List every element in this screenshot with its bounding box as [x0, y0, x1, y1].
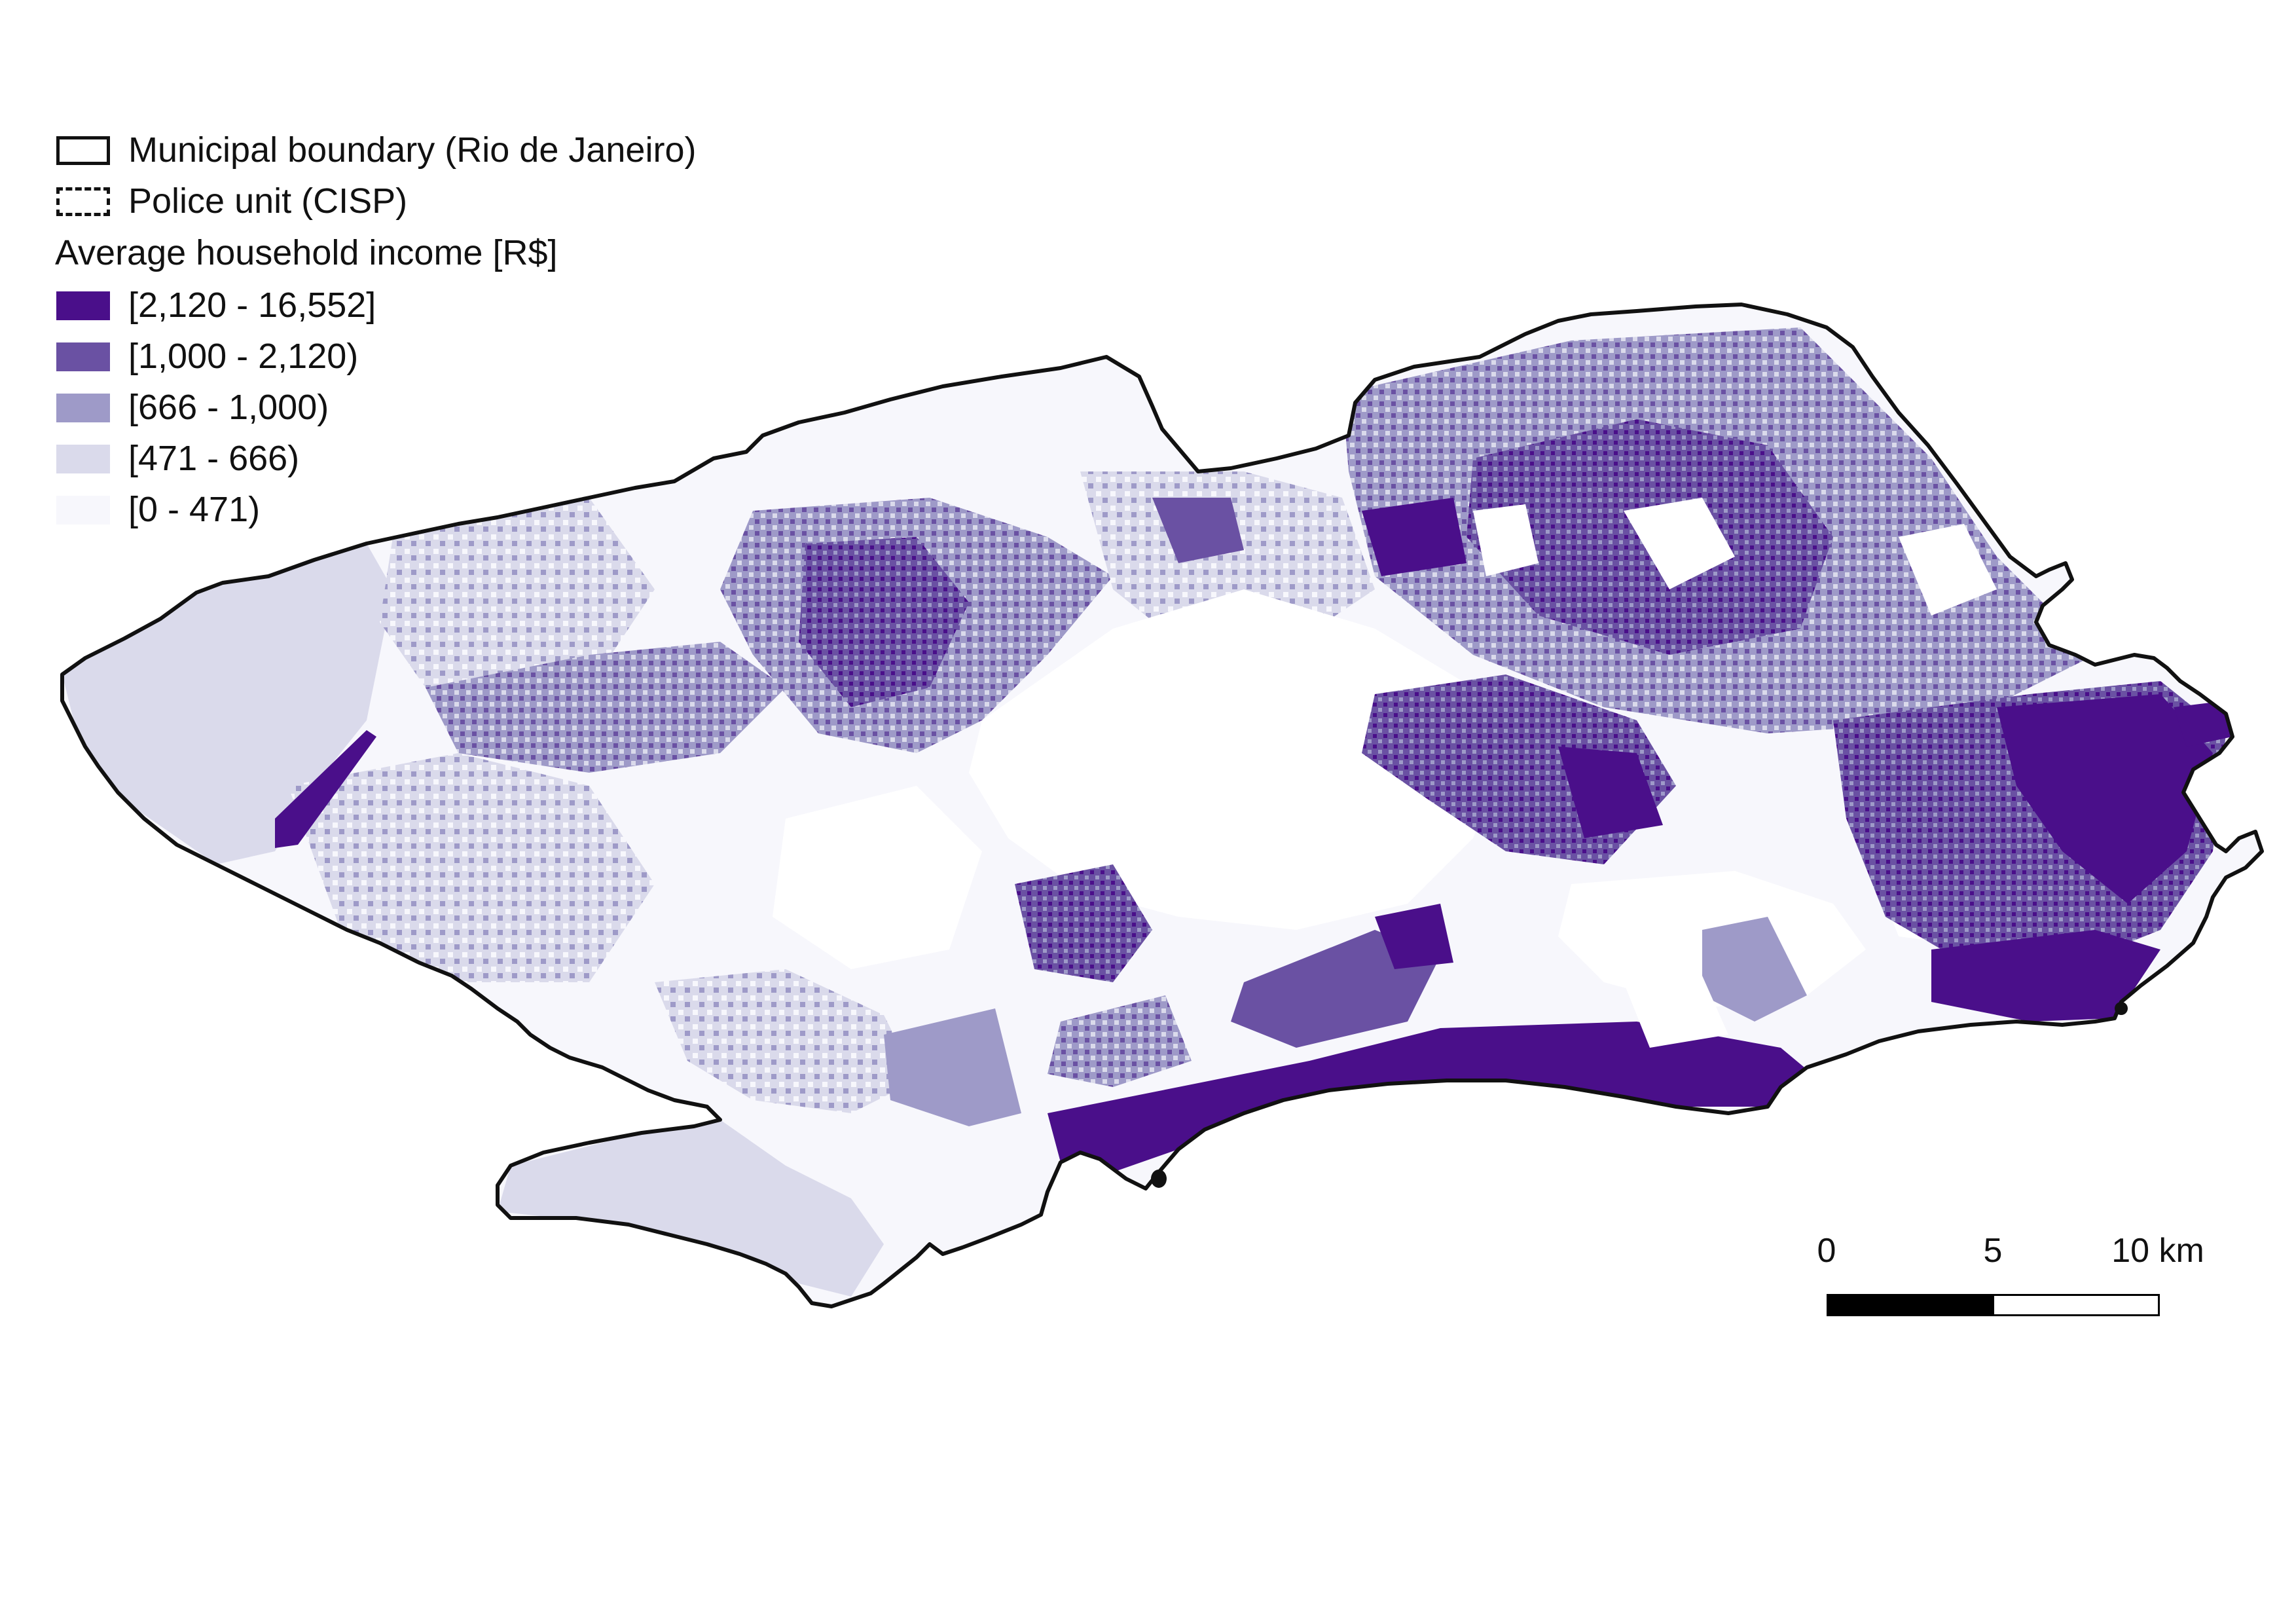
legend-class-label: [2,120 - 16,552]: [128, 286, 376, 325]
legend-class-label: [471 - 666): [128, 439, 300, 478]
scale-segment-black: [1827, 1294, 1994, 1316]
legend-class-label: [666 - 1,000): [128, 388, 329, 427]
legend-income-title: Average household income [R$]: [55, 233, 558, 272]
boundary-swatch: [56, 136, 110, 165]
legend-class-swatch: [56, 445, 110, 473]
scale-label-0: 0: [1817, 1232, 1836, 1270]
scale-bar: 0 5 10 km: [1817, 1231, 2204, 1323]
legend-class-swatch: [56, 394, 110, 422]
legend-class-swatch: [56, 291, 110, 320]
scale-segment-white: [1992, 1294, 2160, 1316]
scale-label-5: 5: [1983, 1232, 2003, 1270]
island-shape: [2115, 1002, 2128, 1015]
police-unit-swatch: [56, 187, 110, 216]
legend-police-label: Police unit (CISP): [128, 181, 408, 221]
legend-class-swatch: [56, 496, 110, 525]
legend-boundary-label: Municipal boundary (Rio de Janeiro): [128, 130, 697, 170]
island-shape: [1151, 1170, 1167, 1188]
scale-label-10: 10 km: [2111, 1232, 2204, 1270]
legend-class-swatch: [56, 342, 110, 371]
legend-class-label: [0 - 471): [128, 490, 261, 529]
legend-class-label: [1,000 - 2,120): [128, 337, 359, 376]
